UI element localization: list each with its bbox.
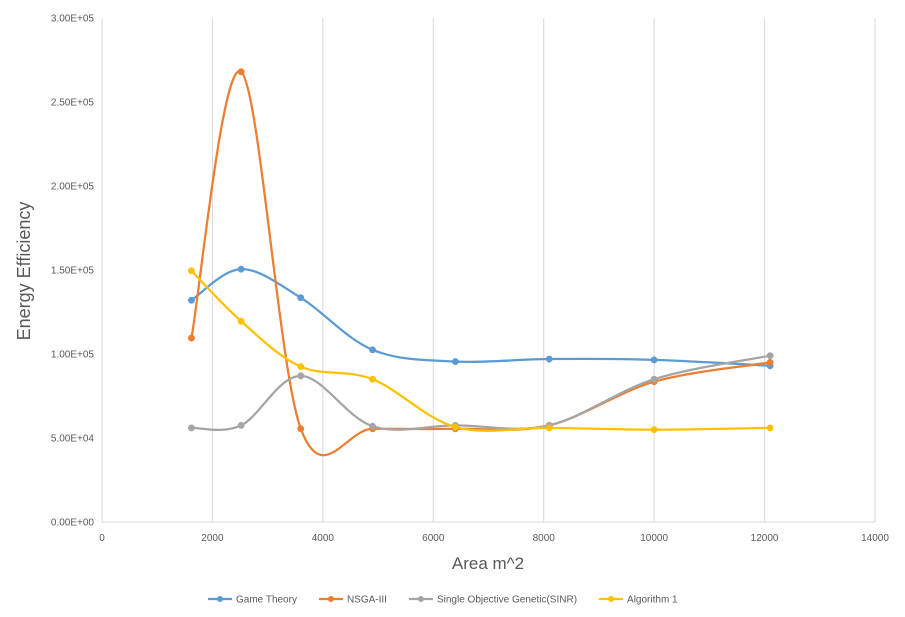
axes: 0 2000 4000 6000 8000 10000 12000 14000 0.00E+00… (51, 14, 889, 545)
legend: Game Theory NSGA-III Single Objective Gene… (208, 595, 678, 606)
y-tick-label: 2.00E+05 (51, 182, 95, 193)
x-tick-label: 14000 (861, 533, 889, 544)
legend-label: NSGA-III (347, 595, 387, 606)
data-point-game-theory (187, 296, 195, 304)
x-tick-label: 10000 (640, 533, 668, 544)
x-axis-title: Area m^2 (452, 554, 524, 573)
legend-entry-nsga-iii: NSGA-III (318, 595, 387, 606)
legend-label: Algorithm 1 (627, 595, 678, 606)
data-point-game-theory (297, 294, 305, 302)
data-point-algorithm-1 (297, 363, 305, 371)
data-points (187, 68, 774, 434)
legend-swatch-marker (327, 596, 334, 602)
data-point-single-objective-genetic-sinr (369, 422, 376, 430)
series-line-game-theory (190, 268, 772, 367)
data-point-single-objective-genetic-sinr (237, 421, 245, 429)
data-point-algorithm-1 (451, 423, 459, 431)
x-tick-label: 8000 (533, 533, 556, 544)
legend-label: Single Objective Genetic(SINR) (437, 595, 577, 606)
grid-lines (211, 18, 876, 522)
series-lines (190, 70, 772, 457)
y-axis-title: Energy Efficiency (14, 202, 34, 341)
data-point-single-objective-genetic-sinr (297, 372, 305, 380)
legend-swatch-marker (417, 596, 424, 602)
x-tick-label: 2000 (201, 533, 224, 544)
data-point-algorithm-1 (766, 424, 774, 432)
y-tick-label: 1.00E+05 (51, 350, 95, 361)
series-line-nsga-iii (190, 70, 772, 457)
data-point-single-objective-genetic-sinr (650, 375, 658, 383)
legend-label: Game Theory (236, 595, 297, 606)
x-tick-label: 6000 (422, 533, 445, 544)
series-line-single-objective-genetic-sinr (190, 354, 772, 432)
data-point-algorithm-1 (545, 424, 553, 432)
y-tick-label: 3.00E+05 (51, 14, 95, 25)
legend-entry-algorithm-1: Algorithm 1 (599, 595, 678, 606)
data-point-algorithm-1 (369, 375, 376, 383)
data-point-nsga-iii (297, 425, 305, 433)
data-point-algorithm-1 (650, 426, 658, 434)
legend-entry-single-objective-genetic-sinr: Single Objective Genetic(SINR) (408, 595, 577, 606)
y-tick-label: 2.50E+05 (51, 98, 95, 109)
y-tick-label: 5.00E+04 (51, 434, 95, 445)
data-point-game-theory (650, 356, 658, 364)
data-point-game-theory (545, 355, 553, 363)
x-tick-label: 12000 (751, 533, 779, 544)
data-point-single-objective-genetic-sinr (187, 424, 195, 432)
data-point-algorithm-1 (187, 267, 195, 275)
legend-entry-game-theory: Game Theory (208, 595, 297, 606)
legend-swatch-marker (608, 596, 615, 602)
data-point-nsga-iii (187, 334, 195, 342)
x-tick-label: 0 (99, 533, 105, 544)
data-point-nsga-iii (237, 68, 245, 76)
data-point-algorithm-1 (237, 317, 245, 325)
data-point-single-objective-genetic-sinr (766, 352, 774, 360)
data-point-game-theory (369, 346, 376, 354)
legend-swatch-marker (217, 596, 223, 602)
data-point-nsga-iii (766, 358, 774, 366)
x-tick-label: 4000 (312, 533, 335, 544)
data-point-game-theory (451, 358, 459, 366)
data-point-game-theory (237, 265, 245, 273)
y-tick-label: 0.00E+00 (51, 518, 95, 529)
y-tick-label: 1.50E+05 (51, 266, 95, 277)
